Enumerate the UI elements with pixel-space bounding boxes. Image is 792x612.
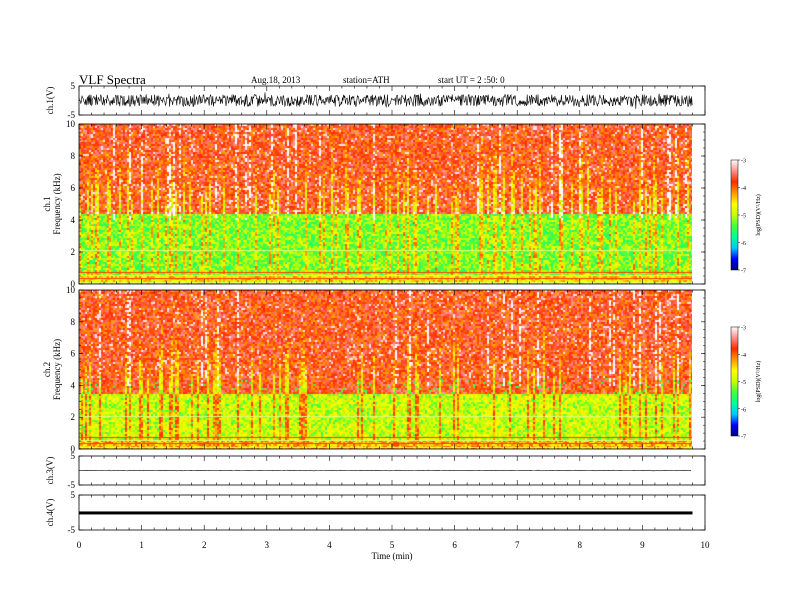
- y-tick-label: 2: [71, 247, 76, 257]
- y-tick-label: 4: [71, 380, 76, 390]
- ch1-spectro-ylabel: ch.1 Frequency (kHz): [42, 173, 62, 234]
- colorbar-tick-label: -3: [741, 159, 746, 165]
- y-tick-label: -5: [68, 480, 76, 490]
- ch1-ylabel: ch.1(V): [45, 87, 55, 115]
- x-tick-label: 4: [327, 540, 332, 550]
- colorbar-tick-label: -7: [741, 269, 746, 275]
- colorbar-tick-label: -4: [741, 353, 746, 359]
- ch4-ylabel-line: ch.4(V): [45, 499, 55, 527]
- x-tick-label: 0: [77, 540, 82, 550]
- x-tick-label: 5: [390, 540, 395, 550]
- axes-layer: [78, 85, 740, 531]
- x-tick-label: 2: [202, 540, 207, 550]
- spectrogram-image-ch1: [79, 124, 692, 284]
- y-tick-label: 0: [71, 444, 76, 454]
- colorbar-tick-label: -4: [741, 186, 746, 192]
- station-label: station=ATH: [343, 75, 390, 85]
- y-tick-label: 10: [66, 285, 76, 295]
- y-tick-label: 0: [71, 279, 76, 289]
- colorbar-1: [730, 159, 739, 271]
- date-label: Aug.18, 2013: [251, 75, 301, 85]
- ch1-waveform-line: [78, 92, 693, 109]
- colorbar-tick-label: -3: [741, 326, 746, 332]
- spectrogram-image-ch2: [79, 290, 692, 449]
- colorbar-label: log(PSD)(V²/Hz): [755, 194, 762, 235]
- ch2-spectro-ylabel-line: ch.2: [42, 362, 52, 377]
- x-axis-label: Time (min): [372, 551, 413, 561]
- start-time-label: start UT = 2 :50: 0: [438, 75, 505, 85]
- x-tick-label: 1: [139, 540, 144, 550]
- ch3-ylabel-line: ch.3(V): [45, 457, 55, 485]
- ch4-waveform-band: [79, 511, 693, 515]
- ch3-ylabel: ch.3(V): [45, 457, 55, 485]
- colorbar-tick-label: -6: [741, 241, 746, 247]
- y-tick-label: 5: [71, 81, 76, 91]
- colorbar-label-text: log(PSD)(V²/Hz): [755, 194, 762, 235]
- y-tick-label: 4: [71, 215, 76, 225]
- y-tick-label: 5: [71, 490, 76, 500]
- ch1-spectro-ylabel-line: Frequency (kHz): [52, 173, 62, 234]
- y-tick-label: 6: [71, 349, 76, 359]
- x-tick-label: 7: [515, 540, 520, 550]
- y-tick-label: 8: [71, 151, 76, 161]
- x-tick-label: 9: [640, 540, 645, 550]
- ch3-waveform-line: [78, 469, 692, 472]
- colorbar-2: [730, 326, 739, 437]
- x-tick-label: 3: [265, 540, 270, 550]
- colorbar-label-text: log(PSD)(V²/Hz): [755, 361, 762, 402]
- colorbar-tick-label: -7: [741, 435, 746, 441]
- chart-title: VLF Spectra: [79, 72, 146, 87]
- y-tick-label: -5: [68, 525, 76, 535]
- colorbar-label: log(PSD)(V²/Hz): [755, 361, 762, 402]
- colorbar-tick-label: -6: [741, 407, 746, 413]
- ch2-spectro-ylabel: ch.2 Frequency (kHz): [42, 339, 62, 400]
- ch2-spectro-ylabel-line: Frequency (kHz): [52, 339, 62, 400]
- colorbar-tick-label: -5: [741, 214, 746, 220]
- y-tick-label: 6: [71, 183, 76, 193]
- x-tick-label: 10: [701, 540, 711, 550]
- ch1-ylabel-line: ch.1(V): [45, 87, 55, 115]
- x-tick-label: 8: [578, 540, 583, 550]
- ch4-ylabel: ch.4(V): [45, 499, 55, 527]
- colorbar-tick-label: -5: [741, 380, 746, 386]
- x-tick-label: 6: [452, 540, 457, 550]
- y-tick-label: 2: [71, 412, 76, 422]
- y-tick-label: -5: [68, 110, 76, 120]
- ch1-spectro-ylabel-line: ch.1: [42, 196, 52, 211]
- y-tick-label: 5: [71, 451, 76, 461]
- y-tick-label: 10: [66, 119, 76, 129]
- y-tick-label: 8: [71, 317, 76, 327]
- data-layer: [78, 92, 693, 515]
